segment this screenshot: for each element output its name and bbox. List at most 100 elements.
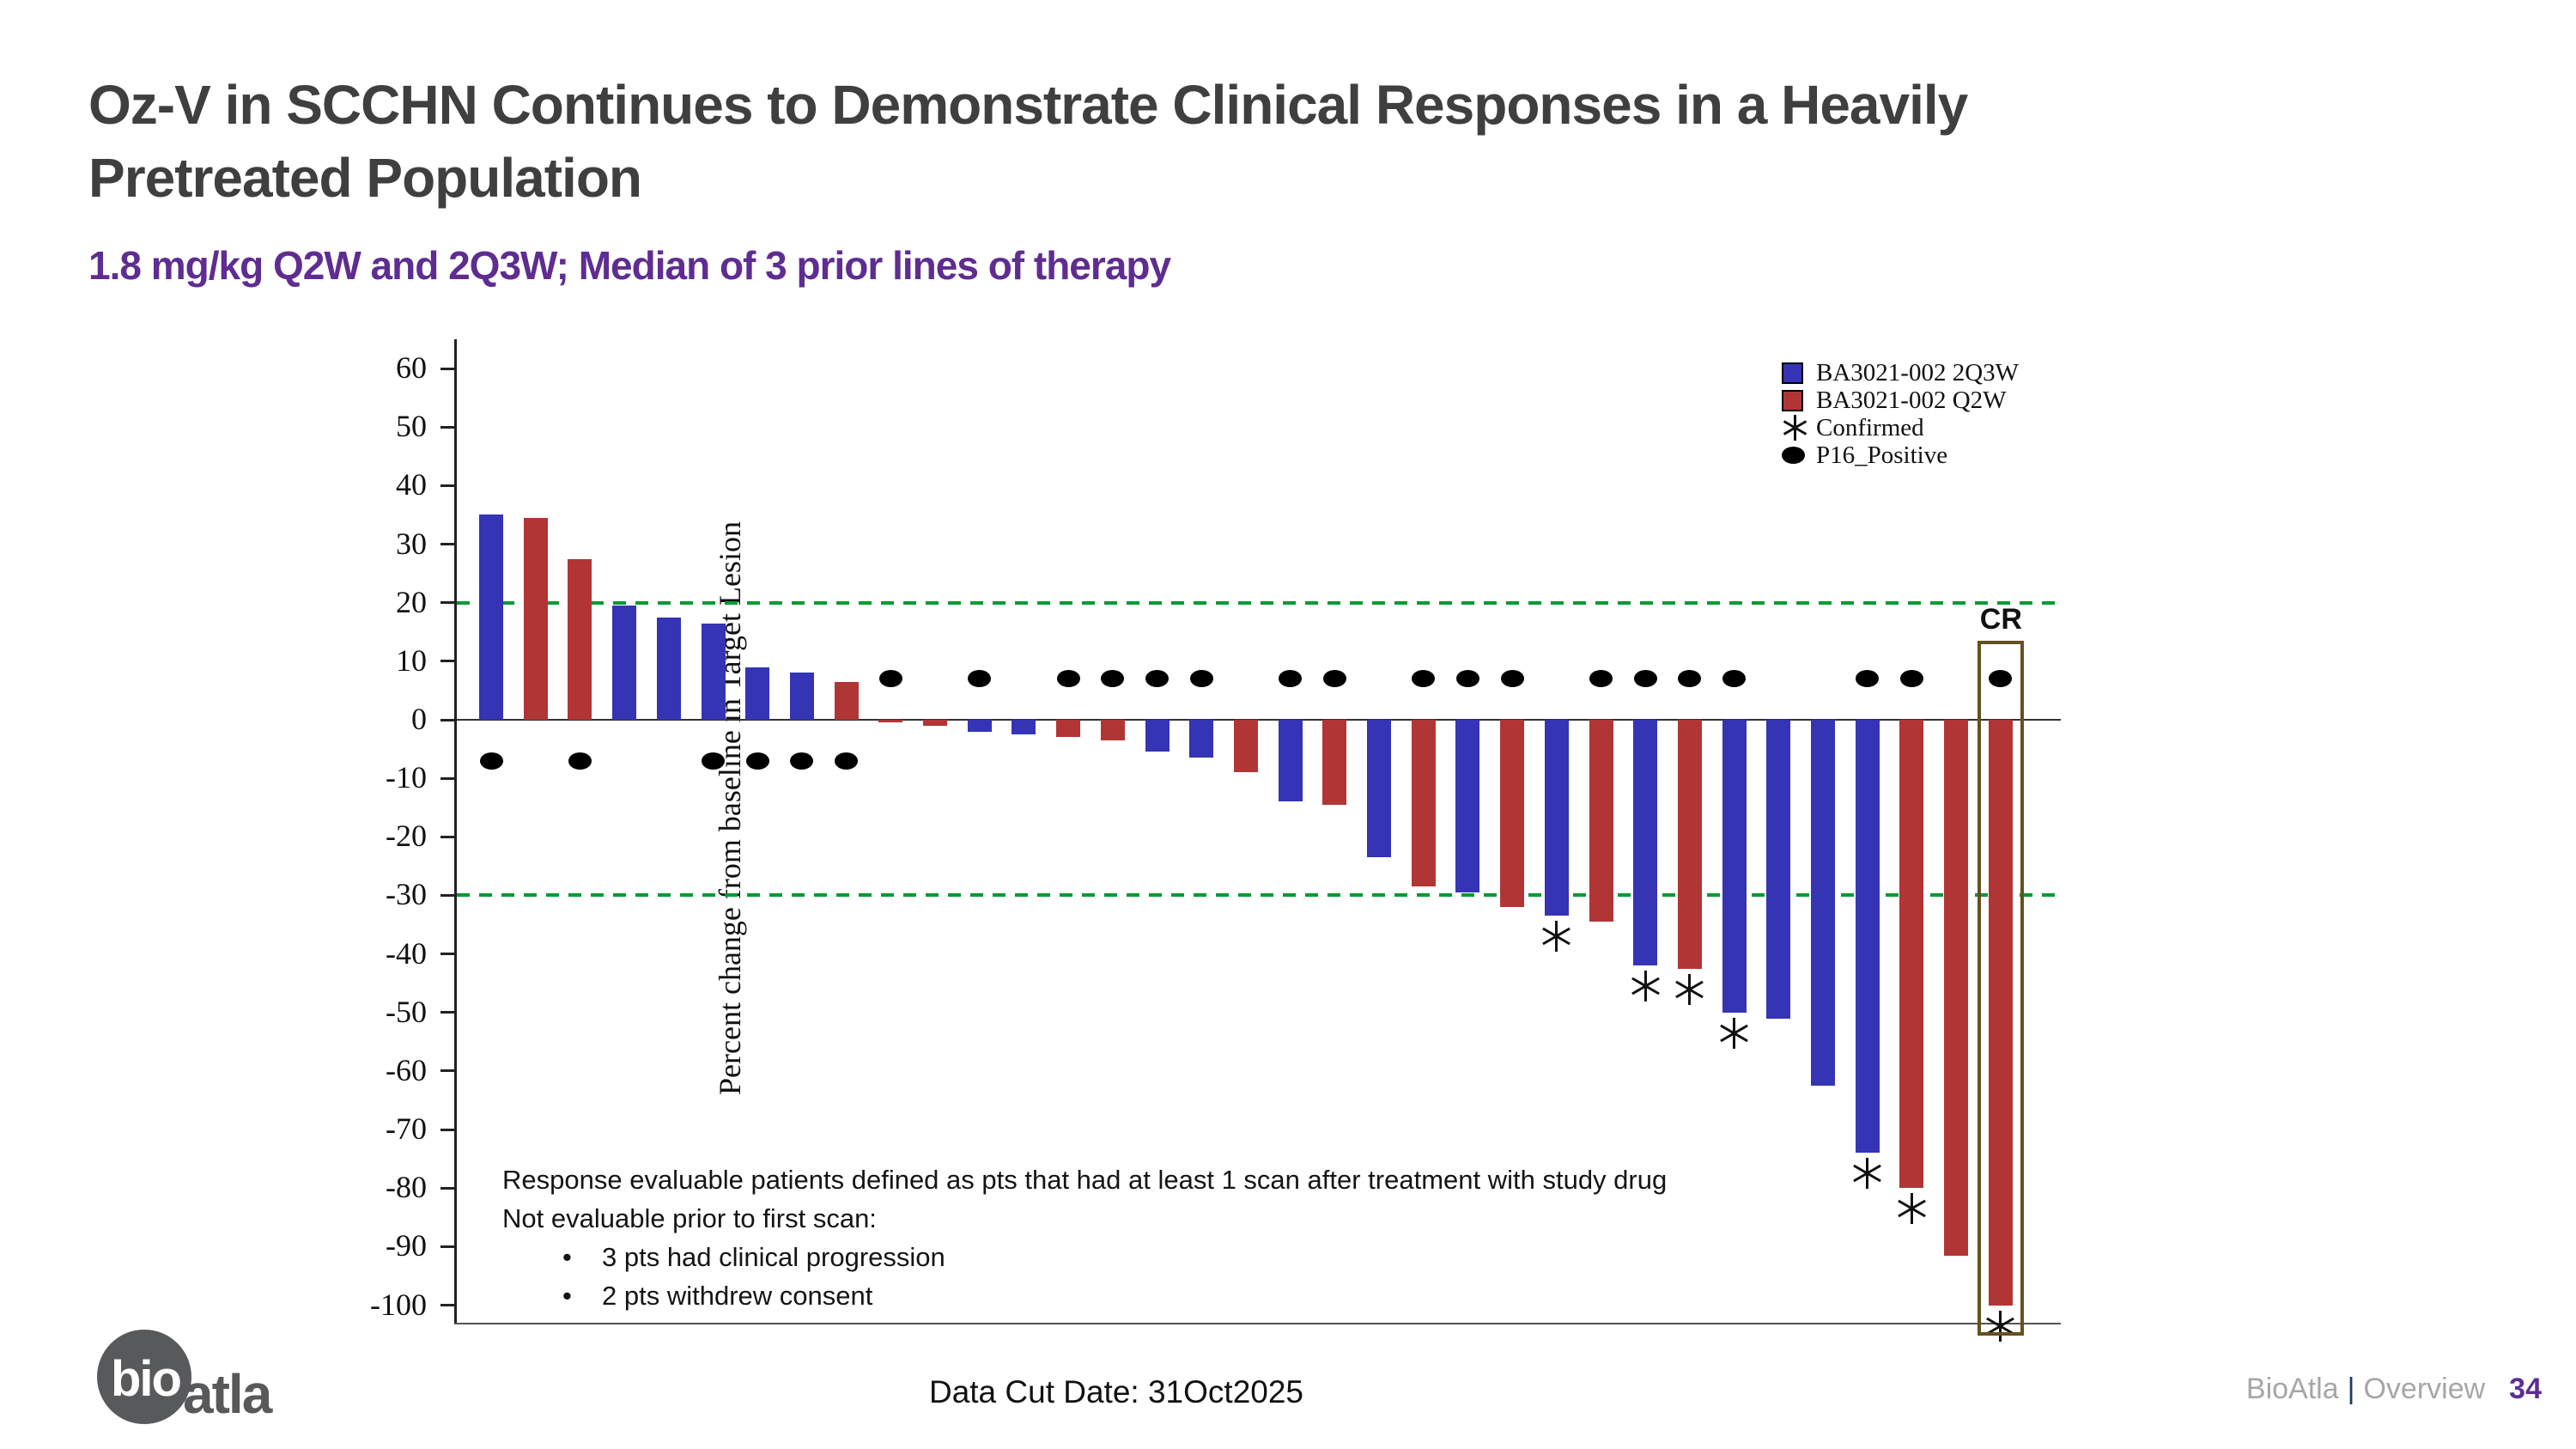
y-tick-label: -20: [386, 819, 427, 854]
confirmed-asterisk: [1896, 1193, 1927, 1225]
confirmed-asterisk: [1541, 921, 1572, 953]
bar: [1500, 720, 1525, 908]
plot-area: 60 50 40 30 20 10 0 -10 -20 -30 -40 -50 -60 -70 -80 -90…: [370, 339, 2061, 1342]
y-tick: [440, 1011, 454, 1014]
plot-bottom-border: [454, 1323, 2061, 1324]
logo-circle-icon: [97, 1330, 191, 1424]
p16-positive-dot: [1322, 670, 1346, 688]
y-tick-label: 40: [396, 467, 427, 502]
bar: [568, 558, 592, 720]
legend-red-square-icon: [1782, 389, 1803, 411]
bar: [923, 720, 947, 726]
bar: [1677, 720, 1702, 969]
y-tick-label: -100: [370, 1287, 427, 1322]
footer-separator: |: [2347, 1373, 2355, 1405]
footnote-bullet-1: • 3 pts had clinical progression: [562, 1241, 945, 1272]
bar: [1855, 720, 1880, 1154]
y-tick: [440, 776, 454, 780]
bar: [1455, 720, 1480, 893]
p16-positive-dot: [790, 752, 814, 770]
y-tick: [440, 1186, 454, 1190]
title-line2: Pretreated Population: [88, 147, 642, 210]
footnote: Response evaluable patients defined as p…: [502, 1161, 1667, 1316]
p16-positive-dot: [479, 752, 503, 770]
page-number: 34: [2509, 1373, 2542, 1405]
y-tick-label: 10: [396, 642, 427, 678]
footnote-bullet-2: • 2 pts withdrew consent: [562, 1280, 873, 1311]
bar: [878, 720, 903, 723]
bar: [1056, 720, 1081, 738]
bar: [1012, 720, 1036, 735]
bar: [523, 517, 548, 720]
legend-item: BA3021-002 2Q3W: [1782, 359, 2019, 387]
y-tick: [440, 484, 454, 487]
y-tick-label: -10: [386, 760, 427, 795]
cr-box: [1977, 640, 2024, 1336]
bar: [1899, 720, 1924, 1189]
confirmed-asterisk: [1985, 1310, 2016, 1342]
y-tick: [440, 718, 454, 721]
bar: [701, 623, 726, 720]
y-tick-label: -60: [386, 1052, 427, 1087]
bar: [1189, 720, 1214, 758]
bioatla-logo: bio atla: [97, 1330, 355, 1437]
p16-positive-dot: [968, 670, 992, 688]
bar: [1811, 720, 1835, 1086]
page-title: Oz-V in SCCHN Continues to Demonstrate C…: [88, 69, 2493, 215]
p16-positive-dot: [835, 752, 859, 770]
bar: [1278, 720, 1303, 802]
confirmed-asterisk: [1630, 971, 1661, 1002]
slide-subtitle: 1.8 mg/kg Q2W and 2Q3W; Median of 3 prio…: [88, 243, 1171, 288]
legend-label: BA3021-002 2Q3W: [1816, 358, 2020, 387]
y-tick-label: 30: [396, 526, 427, 561]
p16-positive-dot: [1500, 670, 1524, 688]
zero-line: [457, 719, 2061, 721]
y-tick: [440, 543, 454, 546]
y-tick: [440, 425, 454, 429]
bar: [1367, 720, 1391, 858]
logo-bio-text: bio: [111, 1351, 182, 1407]
p16-positive-dot: [1145, 670, 1169, 688]
y-tick: [440, 835, 454, 838]
bar: [479, 514, 503, 720]
footer-brand: BioAtla: [2245, 1373, 2339, 1405]
y-tick: [440, 893, 454, 897]
y-tick-label: -50: [386, 994, 427, 1029]
y-tick: [440, 953, 454, 956]
y-tick-label: -40: [386, 935, 427, 971]
chart-legend: BA3021-002 2Q3W BA3021-002 Q2W Confirmed P1…: [1782, 359, 2019, 469]
p16-positive-dot: [702, 752, 725, 770]
y-tick: [440, 1245, 454, 1248]
bar: [612, 606, 637, 720]
reference-line--30: [457, 893, 2061, 898]
logo-atla-text: atla: [183, 1363, 272, 1425]
p16-positive-dot: [1899, 670, 1923, 688]
legend-label: P16_Positive: [1816, 441, 1948, 469]
y-tick: [440, 1128, 454, 1131]
bar: [1411, 720, 1436, 887]
y-tick: [440, 367, 454, 370]
y-tick: [440, 660, 454, 663]
confirmed-asterisk: [1719, 1017, 1750, 1049]
p16-positive-dot: [878, 670, 902, 688]
y-tick-label: -80: [386, 1170, 427, 1205]
y-tick: [440, 1069, 454, 1073]
bar: [1544, 720, 1569, 916]
y-axis-line: [454, 339, 457, 1323]
bar: [1233, 720, 1258, 773]
bar: [1944, 720, 1969, 1256]
p16-positive-dot: [1589, 670, 1613, 688]
p16-positive-dot: [1633, 670, 1657, 688]
footnote-line1: Response evaluable patients defined as p…: [502, 1165, 1668, 1195]
legend-item: Confirmed: [1782, 414, 2019, 441]
bar: [1633, 720, 1658, 966]
data-cut-date: Data Cut Date: 31Oct2025: [928, 1374, 1304, 1409]
y-tick-label: -90: [386, 1228, 427, 1263]
y-tick-label: 0: [411, 702, 427, 736]
p16-positive-dot: [1678, 670, 1702, 688]
confirmed-asterisk: [1852, 1158, 1883, 1190]
page-footer: BioAtla | Overview 34: [2246, 1373, 2542, 1406]
legend-label: Confirmed: [1816, 413, 1924, 441]
footnote-line2: Not evaluable prior to first scan:: [502, 1202, 877, 1233]
